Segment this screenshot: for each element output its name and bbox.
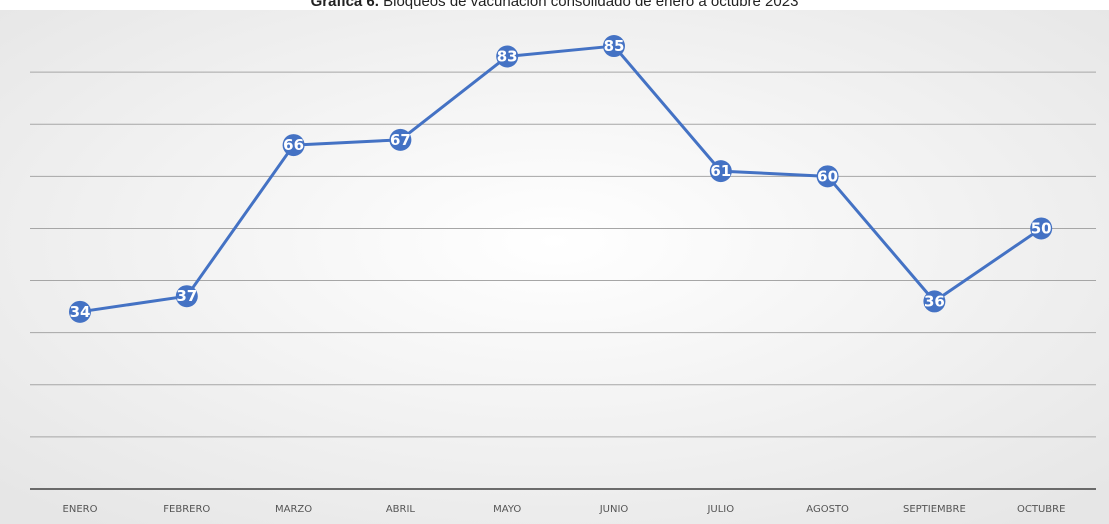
data-point-marker (389, 128, 412, 151)
data-label: 66 (283, 136, 304, 154)
data-point-marker (603, 35, 625, 58)
data-point-marker (709, 160, 732, 183)
x-tick-label: FEBRERO (163, 504, 210, 515)
x-tick-label: JUNIO (599, 504, 629, 515)
data-point-marker (282, 134, 305, 157)
data-point-marker (175, 285, 198, 308)
data-point-marker (69, 300, 91, 323)
data-label: 67 (390, 131, 411, 149)
data-point-marker (923, 290, 946, 313)
data-label: 50 (1031, 219, 1052, 237)
series-line (79, 44, 1043, 314)
plot-background (0, 10, 1109, 524)
x-tick-label: ABRIL (386, 504, 416, 515)
x-tick-label: MARZO (275, 504, 312, 515)
chart-title-text: Bloqueos de vacunación consolidado de en… (378, 0, 799, 10)
data-point-marker (816, 165, 839, 188)
data-label: 83 (497, 47, 518, 65)
x-tick-label: OCTUBRE (1017, 504, 1065, 515)
data-label: 85 (604, 37, 625, 55)
data-label: 61 (710, 162, 731, 180)
data-points: 34 37 66 67 83 85 61 60 36 50 (69, 35, 1053, 323)
x-tick-label: SEPTIEMBRE (903, 504, 966, 515)
chart-title-bold: Gráfica 6. (310, 0, 379, 10)
chart-title: Gráfica 6. Bloqueos de vacunación consol… (0, 0, 1109, 11)
data-label: 60 (817, 167, 838, 185)
x-tick-labels: ENERO FEBRERO MARZO ABRIL MAYO JUNIO JULIO AGOS… (63, 504, 1066, 515)
x-tick-label: ENERO (63, 504, 98, 515)
data-label: 37 (176, 287, 197, 305)
x-tick-label: AGOSTO (806, 504, 849, 515)
data-label: 34 (70, 303, 91, 321)
data-point-marker (496, 45, 519, 68)
data-point-marker (1030, 217, 1053, 240)
x-tick-label: MAYO (493, 504, 521, 515)
data-label: 36 (924, 292, 945, 310)
x-tick-label: JULIO (706, 504, 734, 515)
